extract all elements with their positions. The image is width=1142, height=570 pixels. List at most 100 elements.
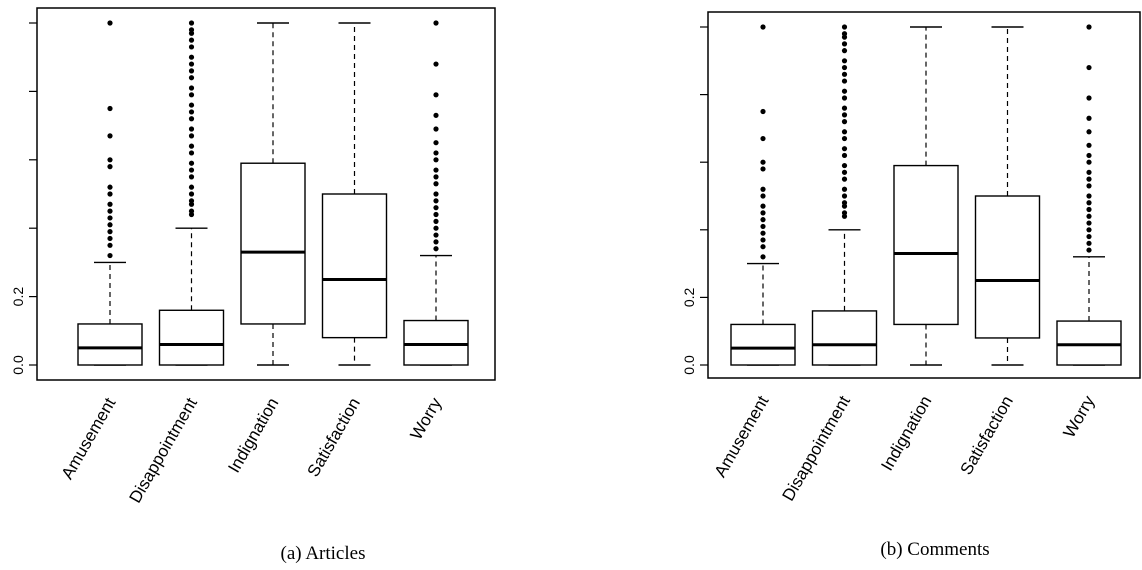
box-satisfaction: Satisfaction: [304, 22, 388, 481]
outlier-point: [760, 254, 766, 260]
iqr-box: [77, 323, 143, 366]
outlier-point: [841, 78, 848, 84]
outlier-point: [1086, 240, 1092, 246]
outlier-point: [433, 225, 439, 231]
chart-panel-2: 0.0 0.2 Amusement Disappointment Indignation…: [681, 11, 1141, 560]
outlier-point: [107, 252, 113, 259]
outlier-point: [760, 193, 766, 199]
outlier-point: [760, 159, 766, 165]
outlier-point: [107, 222, 113, 228]
outlier-point: [760, 135, 766, 142]
outlier-point: [433, 92, 439, 98]
iqr-box: [974, 195, 1041, 339]
outlier-point: [188, 102, 195, 108]
outlier-point: [188, 143, 195, 149]
outlier-point: [1086, 169, 1092, 175]
outlier-point: [433, 61, 439, 67]
outlier-point: [841, 105, 848, 111]
iqr-box: [730, 323, 796, 366]
iqr-box: [893, 164, 959, 326]
category-label: Indignation: [224, 395, 282, 477]
iqr-box: [240, 162, 306, 325]
outlier-point: [841, 71, 848, 77]
outlier-point: [107, 20, 113, 26]
outlier-point: [188, 75, 195, 81]
outlier-point: [760, 166, 766, 172]
outlier-point: [1086, 247, 1092, 253]
outlier-point: [107, 105, 113, 112]
outlier-point: [188, 160, 195, 166]
outlier-point: [188, 27, 195, 33]
outlier-point: [433, 239, 439, 245]
outlier-point: [841, 186, 848, 192]
iqr-box: [403, 319, 469, 366]
outlier-point: [841, 112, 848, 118]
outlier-point: [188, 167, 195, 173]
outlier-point: [841, 129, 848, 135]
outlier-point: [841, 176, 848, 182]
category-label: Amusement: [58, 394, 120, 482]
outlier-point: [1086, 64, 1092, 71]
outlier-point: [1086, 227, 1092, 233]
outlier-point: [107, 215, 113, 221]
outlier-point: [760, 186, 766, 192]
y-tick-label: 0.2: [681, 287, 697, 307]
outlier-point: [433, 246, 439, 252]
outlier-point: [841, 64, 848, 71]
outlier-point: [188, 68, 195, 74]
outlier-point: [107, 164, 113, 170]
box-indignation: Indignation: [224, 22, 306, 477]
outlier-point: [1086, 200, 1092, 206]
outlier-point: [433, 140, 439, 146]
outlier-point: [760, 108, 766, 115]
outlier-point: [188, 174, 195, 180]
outlier-point: [433, 211, 439, 218]
outlier-point: [433, 112, 439, 118]
outlier-point: [107, 133, 113, 139]
iqr-box: [1056, 320, 1122, 366]
chart-caption: (b) Comments: [880, 539, 989, 560]
outlier-point: [841, 58, 848, 64]
outlier-point: [188, 44, 195, 50]
iqr-box: [321, 193, 388, 339]
outlier-point: [841, 210, 848, 216]
outlier-point: [841, 169, 848, 175]
category-label: Amusement: [711, 392, 773, 480]
category-label: Satisfaction: [304, 395, 364, 481]
outlier-point: [188, 37, 195, 43]
category-label: Worry: [1060, 392, 1099, 441]
outlier-point: [433, 218, 439, 224]
chart-panel-1: 0.0 0.2 Amusement Disappointment Indignation…: [10, 7, 496, 564]
outlier-point: [107, 184, 113, 190]
outlier-point: [760, 237, 766, 243]
plot-frame: [707, 11, 1141, 379]
outlier-point: [188, 150, 195, 156]
outlier-point: [188, 208, 195, 214]
outlier-point: [841, 41, 848, 47]
outlier-point: [1086, 206, 1092, 213]
y-tick-label: 0.2: [10, 287, 26, 307]
box-indignation: Indignation: [877, 26, 959, 474]
iqr-box: [158, 309, 225, 366]
outlier-point: [1086, 159, 1092, 165]
outlier-point: [760, 223, 766, 230]
outlier-point: [1086, 183, 1092, 189]
outlier-point: [1086, 129, 1092, 135]
outlier-point: [107, 208, 113, 214]
outlier-point: [841, 95, 848, 101]
outlier-point: [188, 20, 195, 26]
outlier-point: [841, 152, 848, 159]
outlier-point: [188, 116, 195, 122]
y-tick-label: 0.0: [681, 355, 697, 375]
outlier-point: [433, 150, 439, 156]
outlier-point: [760, 210, 766, 216]
category-label: Disappointment: [778, 392, 854, 504]
outlier-point: [433, 174, 439, 180]
category-label: Worry: [407, 394, 446, 443]
outlier-point: [433, 232, 439, 238]
chart-caption: (a) Articles: [281, 543, 366, 564]
outlier-point: [760, 244, 766, 250]
outlier-point: [1086, 95, 1092, 101]
outlier-point: [433, 191, 439, 197]
